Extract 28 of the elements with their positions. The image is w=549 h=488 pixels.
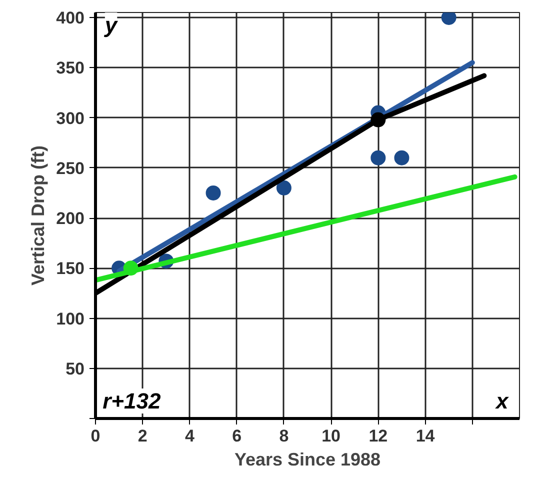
x-tick-label: 6 bbox=[232, 426, 242, 446]
point bbox=[394, 150, 410, 166]
x-tick-label: 4 bbox=[184, 426, 195, 446]
x-tick-label: 12 bbox=[368, 426, 388, 446]
point bbox=[441, 12, 456, 25]
point bbox=[276, 180, 292, 196]
x-tick-label: 2 bbox=[138, 426, 148, 446]
x-tick-label: 8 bbox=[279, 426, 289, 446]
y-tick-label: 150 bbox=[56, 259, 85, 278]
point bbox=[206, 185, 221, 200]
y-tick-label: 350 bbox=[56, 58, 85, 78]
y-tick-label: 250 bbox=[56, 158, 85, 178]
point bbox=[370, 150, 386, 166]
x-tick-label: 10 bbox=[322, 426, 341, 446]
x-tick-label: 0 bbox=[90, 426, 100, 446]
y-tick-label: 50 bbox=[66, 359, 85, 378]
y-tick-label: 400 bbox=[56, 8, 85, 28]
x-tick-label: 14 bbox=[416, 426, 436, 446]
y-tick-label: 100 bbox=[56, 309, 85, 328]
annotation: r+132 bbox=[102, 388, 162, 414]
annotation: y bbox=[104, 12, 119, 38]
point bbox=[123, 260, 138, 276]
y-axis-title: Vertical Drop (ft) bbox=[28, 145, 48, 286]
x-axis-title: Years Since 1988 bbox=[234, 450, 381, 470]
annotation: x bbox=[494, 388, 509, 414]
y-tick-label: 300 bbox=[56, 108, 85, 128]
y-tick-label: 200 bbox=[56, 209, 85, 228]
point bbox=[370, 112, 386, 128]
